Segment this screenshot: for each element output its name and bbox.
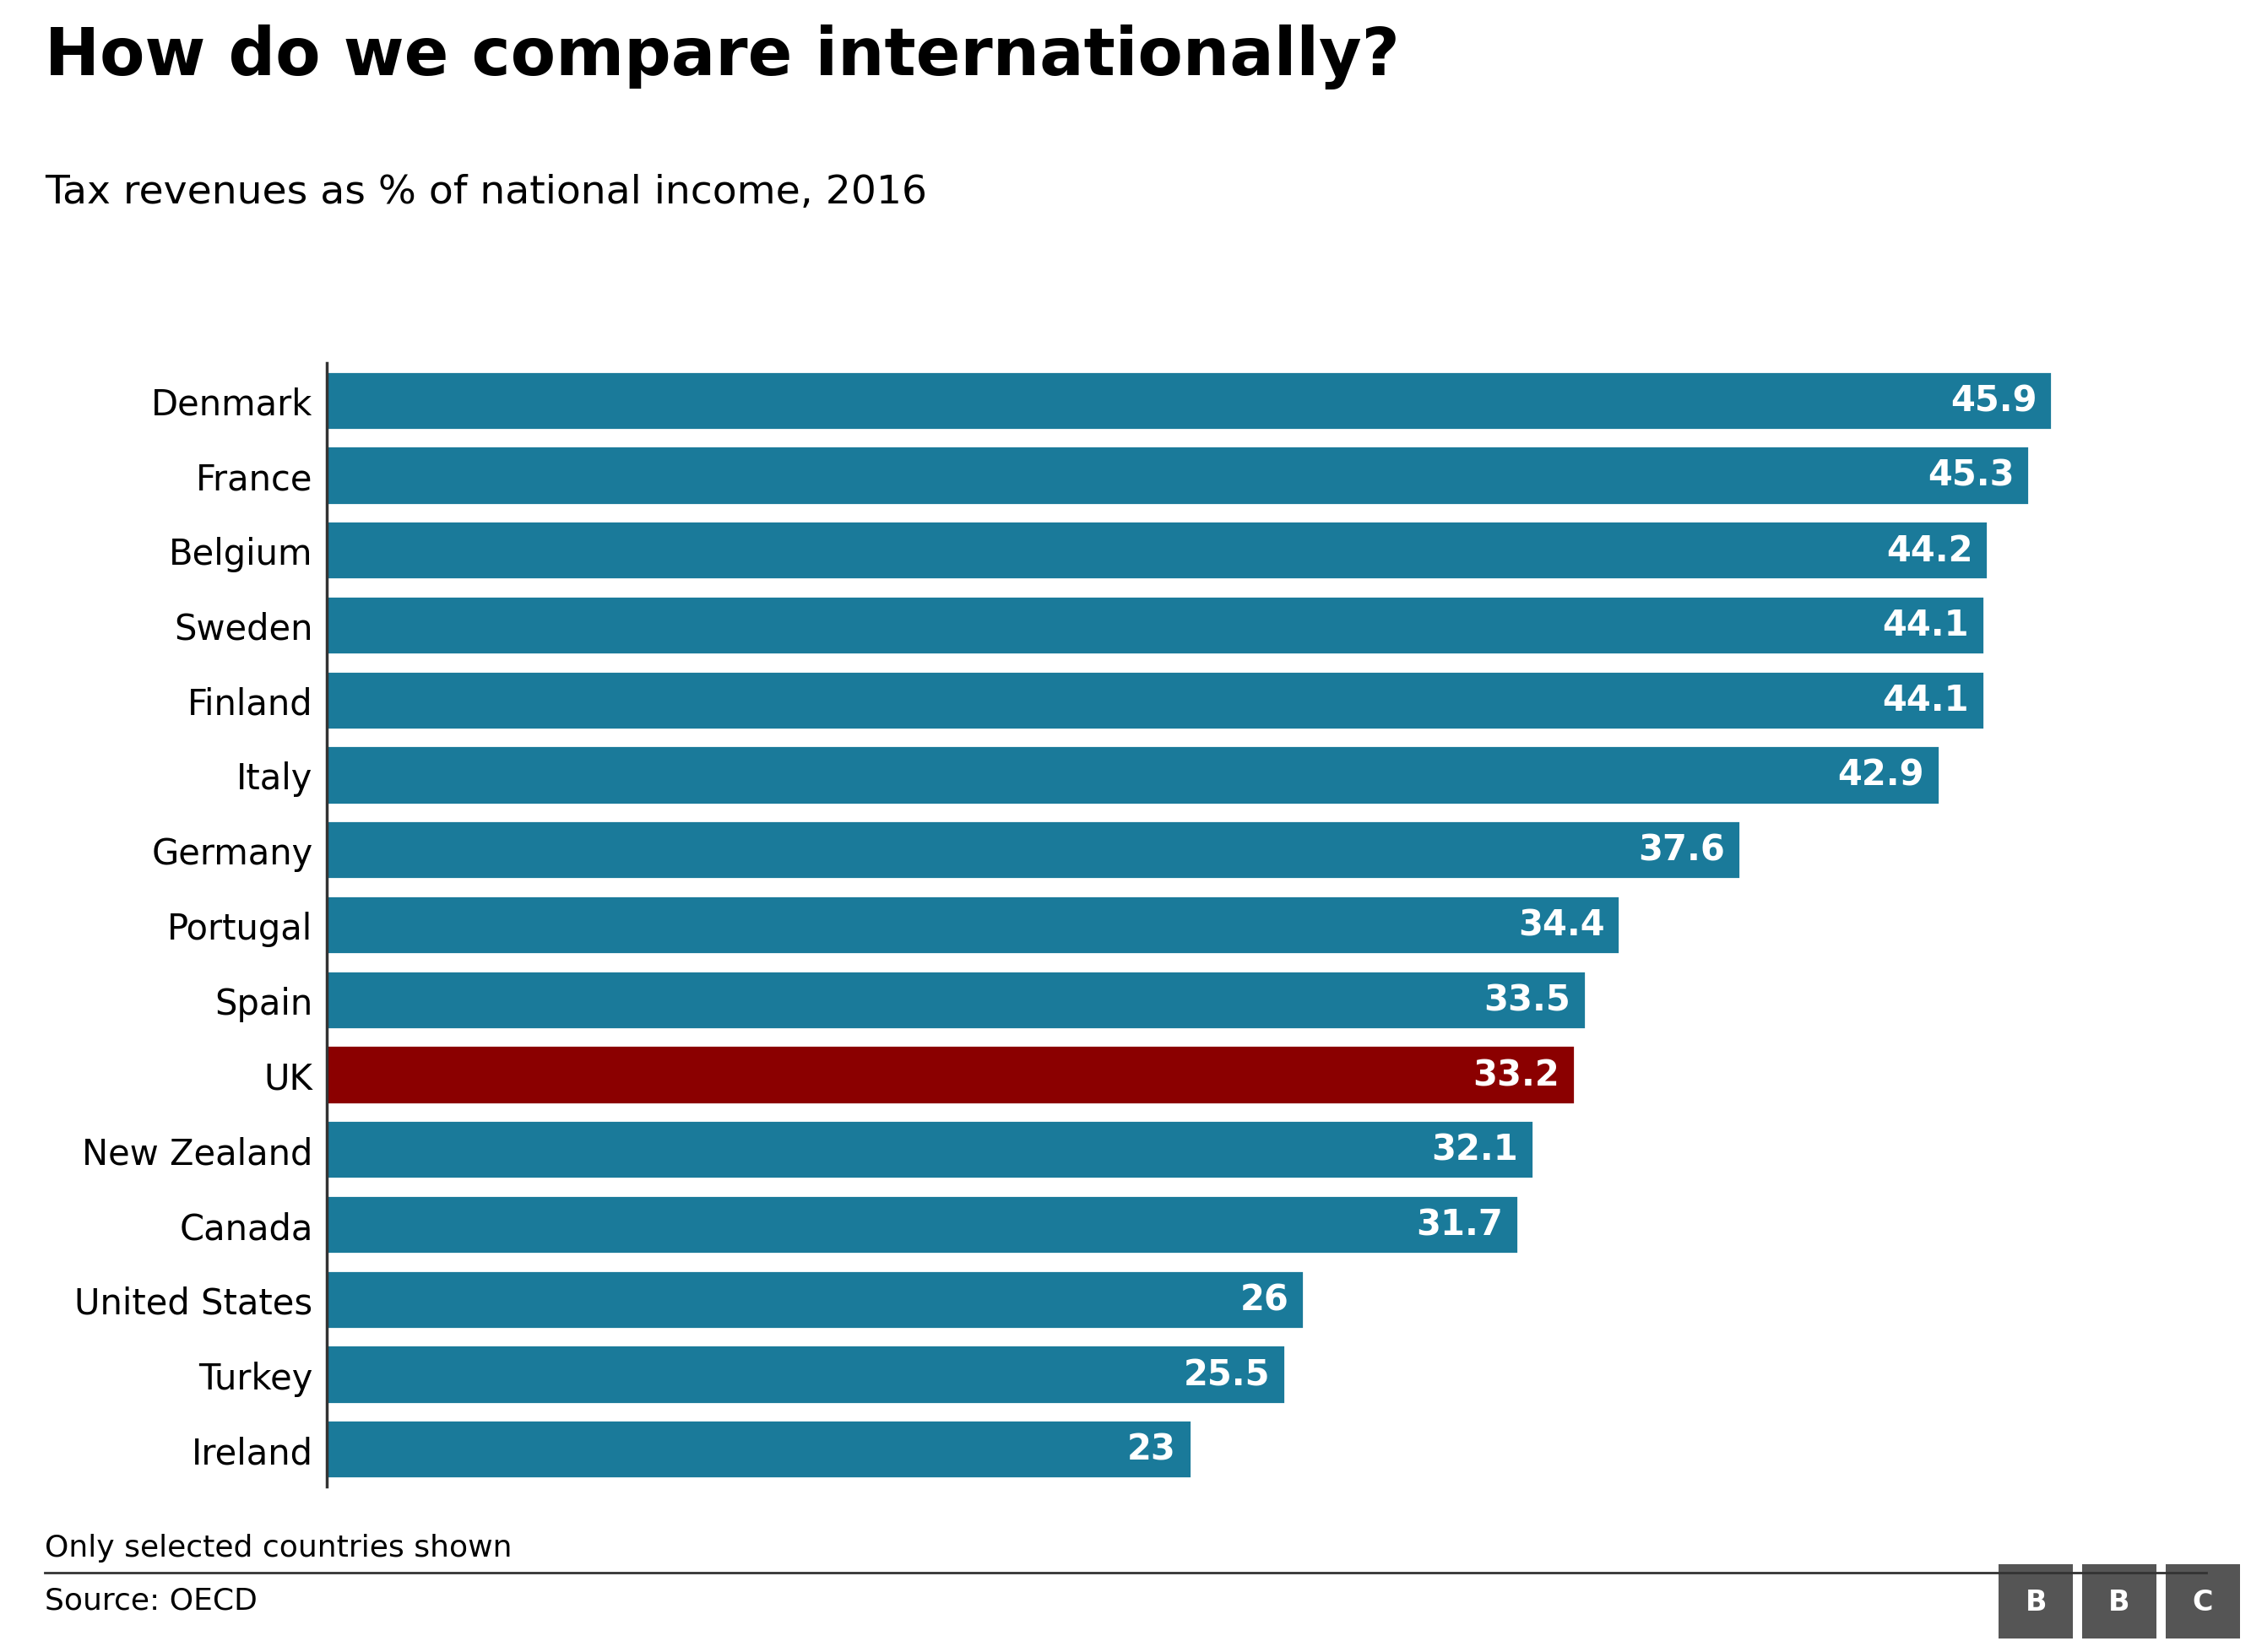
Text: How do we compare internationally?: How do we compare internationally? — [45, 25, 1400, 89]
Text: 34.4: 34.4 — [1517, 907, 1605, 943]
Bar — [326, 895, 1618, 955]
Text: 31.7: 31.7 — [1416, 1208, 1504, 1242]
Text: 37.6: 37.6 — [1639, 833, 1724, 867]
Text: 45.3: 45.3 — [1927, 458, 2015, 494]
Bar — [326, 1120, 1533, 1180]
Text: Source: OECD: Source: OECD — [45, 1586, 257, 1614]
Bar — [326, 1270, 1303, 1328]
Text: 44.1: 44.1 — [1882, 608, 1970, 643]
Text: 32.1: 32.1 — [1432, 1132, 1517, 1168]
Text: B: B — [2026, 1588, 2046, 1616]
Bar — [326, 372, 2053, 430]
Text: 44.2: 44.2 — [1886, 534, 1972, 568]
Bar — [326, 971, 1585, 1029]
Bar — [326, 1196, 1517, 1254]
Text: 44.1: 44.1 — [1882, 682, 1970, 719]
Text: 33.5: 33.5 — [1483, 983, 1571, 1018]
Text: 42.9: 42.9 — [1837, 758, 1925, 793]
Bar — [326, 596, 1983, 654]
Bar — [326, 522, 1988, 580]
Bar — [326, 821, 1740, 879]
Text: 26: 26 — [1240, 1282, 1290, 1317]
Text: 45.9: 45.9 — [1949, 383, 2037, 418]
Text: 25.5: 25.5 — [1184, 1356, 1270, 1393]
Bar — [326, 446, 2030, 506]
Bar — [326, 671, 1983, 730]
Bar — [326, 747, 1938, 805]
Text: Tax revenues as % of national income, 2016: Tax revenues as % of national income, 20… — [45, 173, 927, 211]
Text: C: C — [2192, 1588, 2213, 1616]
Text: Only selected countries shown: Only selected countries shown — [45, 1533, 513, 1561]
Text: 33.2: 33.2 — [1472, 1057, 1560, 1092]
Bar — [326, 1421, 1191, 1479]
Bar — [326, 1046, 1573, 1104]
Text: 23: 23 — [1128, 1432, 1175, 1467]
Bar — [326, 1345, 1285, 1404]
Text: B: B — [2109, 1588, 2129, 1616]
